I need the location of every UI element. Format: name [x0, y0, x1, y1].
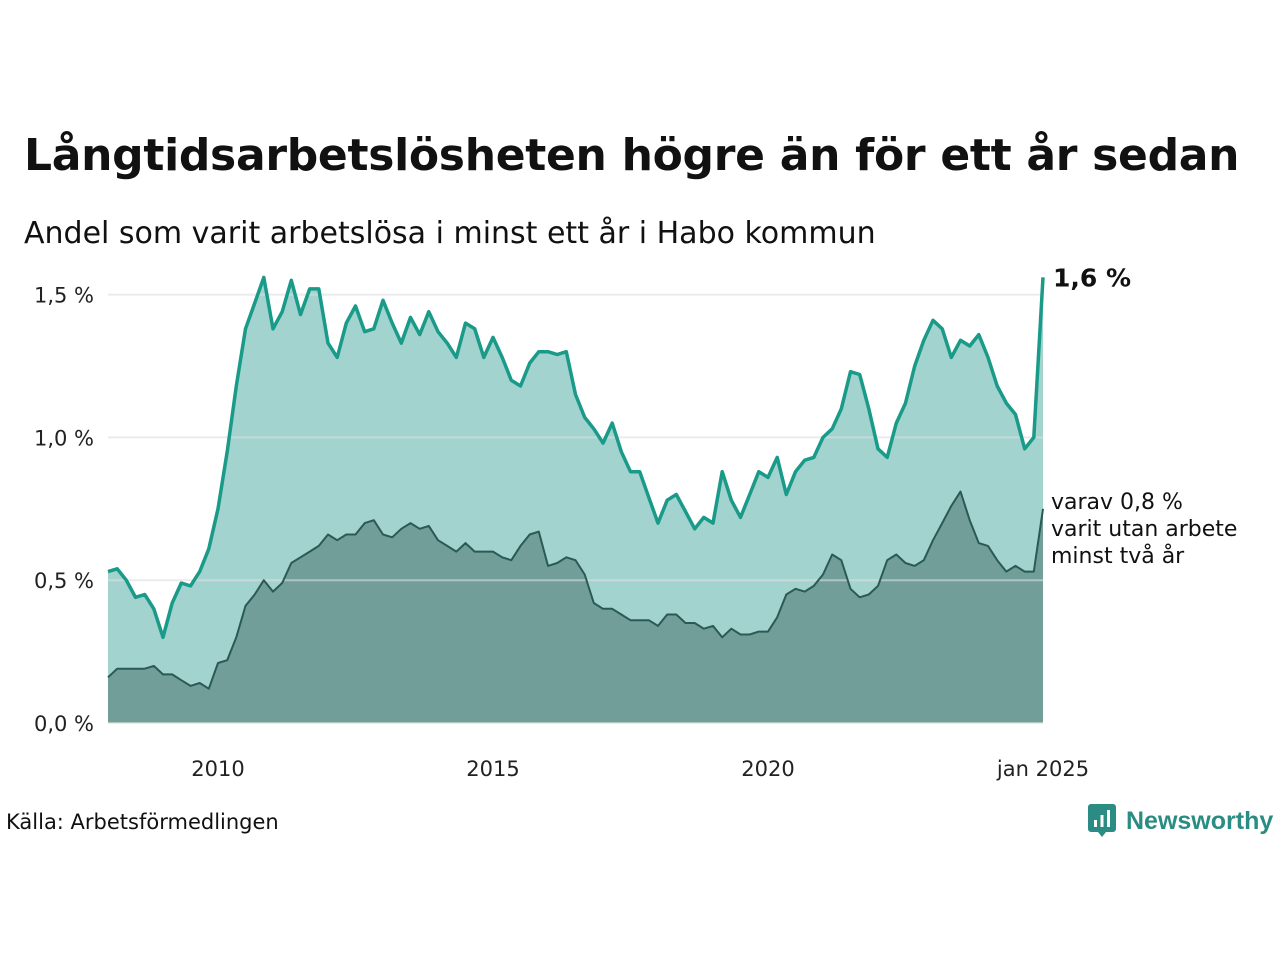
series-line-very_long_term [107, 490, 1044, 690]
brand-name: Newsworthy [1126, 806, 1274, 835]
series-area-very_long_term [108, 491, 1043, 723]
x-tick-label: 2020 [741, 757, 794, 781]
chart-subtitle: Andel som varit arbetslösa i minst ett å… [24, 216, 876, 251]
brand-logo[interactable]: Newsworthy [1088, 804, 1273, 838]
y-tick-label: 0,0 % [34, 712, 94, 736]
newsworthy-logo-icon [1088, 804, 1116, 837]
source-note: Källa: Arbetsförmedlingen [6, 810, 279, 834]
x-tick-label: 2010 [191, 757, 244, 781]
x-tick-label: jan 2025 [996, 757, 1089, 781]
end-value-label: 1,6 % [1053, 263, 1131, 292]
y-tick-label: 1,5 % [34, 284, 94, 308]
chart-title: Långtidsarbetslösheten högre än för ett … [24, 130, 1240, 181]
x-tick-label: 2015 [466, 757, 519, 781]
y-tick-label: 0,5 % [34, 569, 94, 593]
sub-series-label: varav 0,8 % [1051, 490, 1183, 515]
y-tick-label: 1,0 % [34, 426, 94, 450]
sub-series-label: varit utan arbete [1051, 517, 1237, 542]
sub-series-label: minst två år [1051, 543, 1185, 569]
series-line-long_term [107, 275, 1045, 640]
